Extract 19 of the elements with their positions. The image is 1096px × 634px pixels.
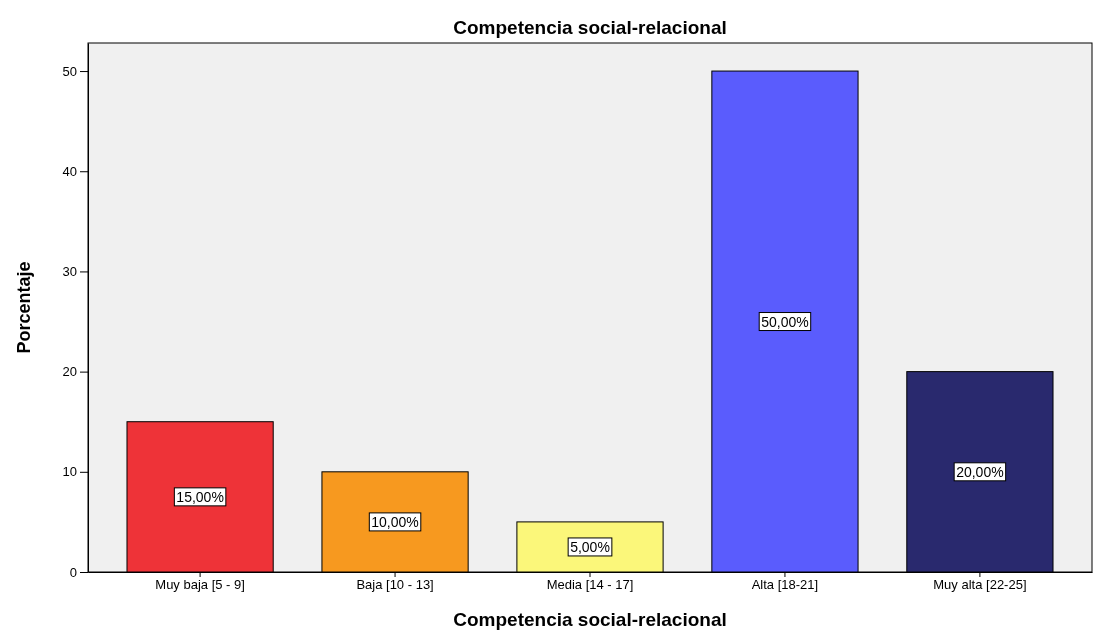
- y-tick-label: 20: [62, 364, 77, 380]
- y-tick-label: 0: [69, 564, 77, 580]
- x-tick-label: Muy alta [22-25]: [933, 577, 1027, 593]
- y-tick-label: 50: [62, 63, 77, 79]
- data-label: 20,00%: [956, 463, 1004, 480]
- x-tick-label: Alta [18-21]: [751, 577, 819, 593]
- x-tick-label: Media [14 - 17]: [546, 577, 634, 593]
- data-label: 15,00%: [176, 488, 224, 505]
- y-axis-title: Porcentaje: [14, 261, 34, 354]
- data-label: 10,00%: [371, 513, 419, 530]
- y-tick-label: 30: [62, 264, 77, 280]
- y-tick-label: 40: [62, 163, 77, 179]
- y-tick-label: 10: [62, 464, 77, 480]
- x-tick-label: Muy baja [5 - 9]: [155, 577, 245, 593]
- x-tick-label: Baja [10 - 13]: [356, 577, 434, 593]
- chart-title: Competencia social-relacional: [453, 17, 727, 38]
- x-axis-title: Competencia social-relacional: [453, 609, 727, 630]
- data-label: 50,00%: [761, 313, 809, 330]
- data-label: 5,00%: [570, 538, 610, 555]
